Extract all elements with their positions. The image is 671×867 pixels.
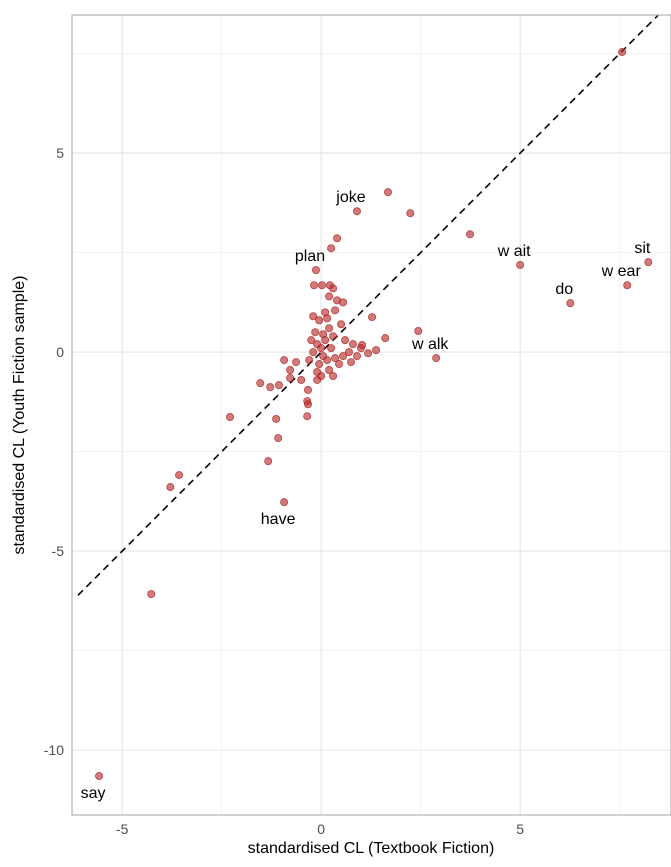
point	[566, 299, 575, 308]
point-label: do	[555, 281, 573, 298]
point	[341, 336, 350, 345]
point	[147, 590, 156, 599]
point	[304, 400, 313, 409]
point	[516, 260, 525, 269]
point-label: sit	[634, 240, 651, 257]
point	[313, 375, 322, 384]
point-label: w ait	[497, 243, 531, 260]
y-tick-label: 0	[56, 344, 64, 360]
point-label: w ear	[601, 263, 642, 280]
point	[305, 356, 314, 365]
point-label: w alk	[411, 336, 449, 353]
point	[315, 316, 324, 325]
point	[333, 234, 342, 243]
point	[347, 358, 356, 367]
point	[274, 434, 283, 443]
point	[329, 332, 338, 341]
point	[323, 356, 332, 365]
point	[280, 356, 289, 365]
point	[274, 381, 283, 390]
point	[175, 471, 184, 480]
point	[272, 414, 281, 423]
panel-border	[71, 14, 671, 816]
point	[286, 366, 295, 375]
point	[644, 258, 653, 267]
point-label: joke	[335, 189, 365, 206]
point	[356, 344, 365, 353]
point	[329, 371, 338, 380]
point	[95, 771, 104, 780]
point	[352, 352, 361, 361]
point	[618, 48, 627, 57]
point	[339, 298, 348, 307]
point	[307, 336, 316, 345]
point-label: have	[261, 511, 296, 528]
point	[309, 281, 318, 290]
point	[315, 360, 324, 369]
point	[325, 366, 334, 375]
point	[325, 324, 334, 333]
point	[384, 188, 393, 197]
point	[331, 354, 340, 363]
reference-line	[77, 14, 659, 596]
point	[339, 352, 348, 361]
point	[432, 354, 441, 363]
point	[292, 358, 301, 367]
point	[368, 313, 377, 322]
point	[280, 498, 289, 507]
point	[466, 230, 475, 239]
point	[352, 207, 361, 216]
point	[286, 373, 295, 382]
point	[256, 379, 265, 388]
point	[297, 375, 306, 384]
point-label: plan	[295, 248, 325, 265]
y-tick-label: -10	[44, 742, 64, 758]
point	[327, 344, 336, 353]
point	[309, 348, 318, 357]
point	[335, 360, 344, 369]
x-tick-label: 0	[317, 821, 325, 837]
point	[304, 385, 313, 394]
point	[406, 209, 415, 218]
point	[317, 281, 326, 290]
point	[327, 244, 336, 253]
x-axis-label: standardised CL (Textbook Fiction)	[248, 840, 495, 857]
point	[337, 320, 346, 329]
point	[414, 327, 423, 336]
y-tick-label: 5	[56, 145, 64, 161]
point	[329, 284, 338, 293]
point-label: say	[81, 785, 106, 802]
point	[325, 292, 334, 301]
point	[166, 483, 175, 492]
point	[317, 344, 326, 353]
x-tick-label: 5	[516, 821, 524, 837]
point	[372, 346, 381, 355]
point	[348, 340, 357, 349]
point	[303, 412, 312, 421]
point	[309, 312, 318, 321]
point	[381, 334, 390, 343]
point	[323, 314, 332, 323]
y-axis-label: standardised CL (Youth Fiction sample)	[11, 276, 28, 555]
point	[311, 266, 320, 275]
point	[264, 457, 273, 466]
y-tick-label: -5	[52, 543, 65, 559]
x-tick-label: -5	[116, 821, 129, 837]
point	[226, 412, 235, 421]
point	[623, 281, 632, 290]
point	[311, 328, 320, 337]
point	[364, 349, 373, 358]
point	[266, 383, 275, 392]
point	[331, 306, 340, 315]
point	[319, 330, 328, 339]
point	[345, 348, 354, 357]
